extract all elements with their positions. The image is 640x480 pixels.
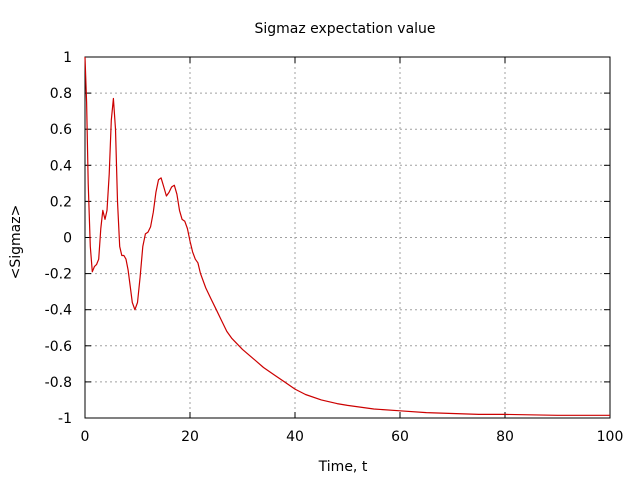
y-tick-label: 0 [63, 231, 72, 247]
y-tick-label: 0.4 [50, 158, 72, 174]
grid [85, 57, 610, 418]
y-tick-label: 1 [63, 50, 72, 66]
y-tick-label: -0.8 [45, 375, 72, 391]
x-tick-label: 20 [181, 429, 199, 445]
y-tick-label: -0.6 [45, 339, 72, 355]
x-tick-labels: 0 20 40 60 80 100 [81, 429, 624, 445]
y-tick-labels: 1 0.8 0.6 0.4 0.2 0 -0.2 -0.4 -0.6 -0.8 -1 [45, 50, 72, 427]
x-tick-label: 60 [391, 429, 409, 445]
chart-title: Sigmaz expectation value [254, 21, 435, 37]
y-tick-label: 0.2 [50, 194, 72, 210]
y-tick-label: -0.4 [45, 303, 72, 319]
y-axis-label: <Sigmaz> [8, 205, 24, 280]
x-tick-label: 80 [496, 429, 514, 445]
y-tick-label: -1 [58, 411, 72, 427]
y-tick-label: 0.6 [50, 122, 72, 138]
x-tick-label: 40 [286, 429, 304, 445]
x-tick-label: 0 [81, 429, 90, 445]
x-tick-label: 100 [597, 429, 624, 445]
y-tick-label: 0.8 [50, 86, 72, 102]
series-group [84, 56, 610, 416]
series-line [84, 56, 610, 416]
x-axis-label: Time, t [318, 459, 368, 475]
y-tick-label: -0.2 [45, 267, 72, 283]
